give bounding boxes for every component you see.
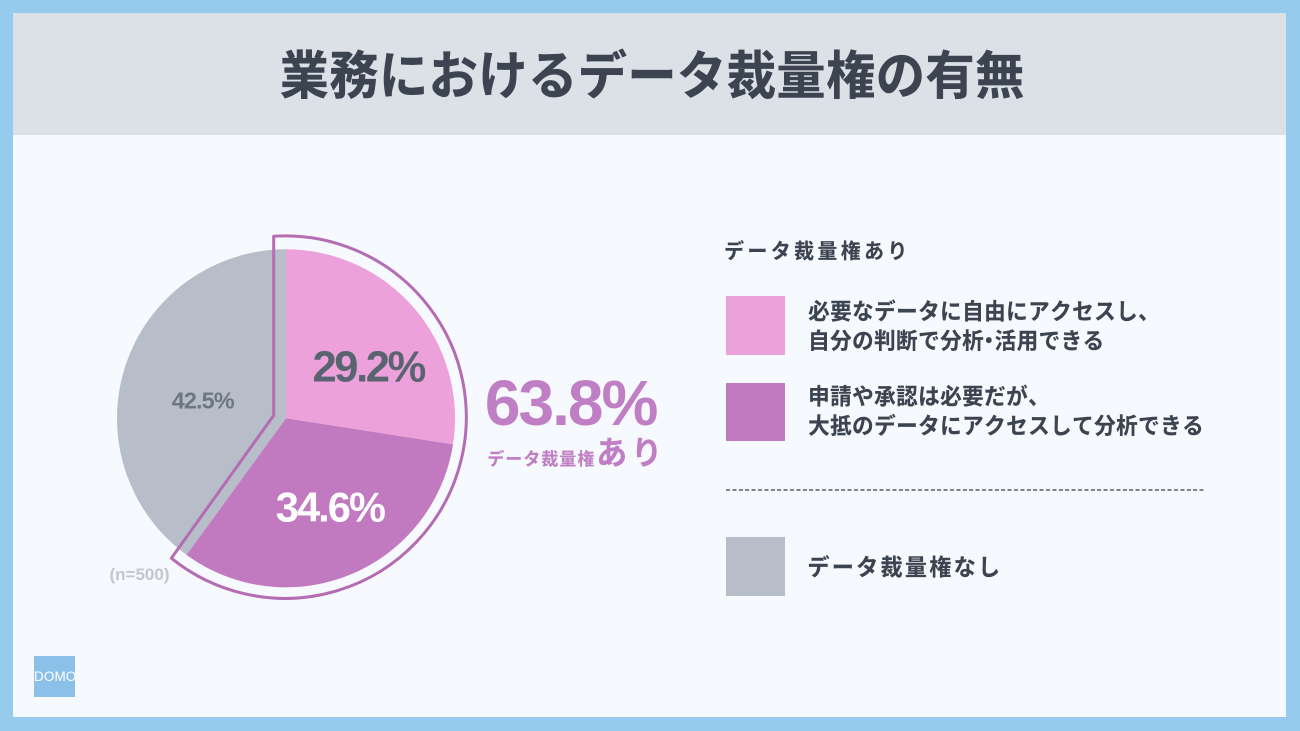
- svg-text:34.6%: 34.6%: [276, 484, 385, 531]
- svg-text:29.2%: 29.2%: [313, 344, 426, 392]
- svg-text:(n=500): (n=500): [110, 565, 170, 584]
- svg-text:42.5%: 42.5%: [172, 388, 235, 414]
- svg-text:63.8%: 63.8%: [485, 367, 658, 439]
- svg-text:DOMO: DOMO: [34, 669, 76, 684]
